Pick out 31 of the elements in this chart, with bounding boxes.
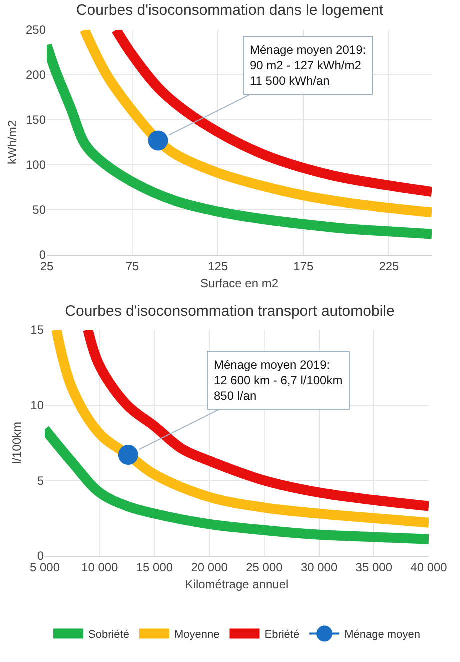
y-axis-title: kWh/m2 [5, 120, 20, 165]
x-tick-label: 30 000 [300, 560, 338, 574]
x-axis-title: Surface en m2 [200, 276, 279, 290]
y-tick-label: 50 [32, 203, 46, 218]
y-tick-label: 5 [37, 474, 44, 488]
x-tick-label: 35 000 [356, 560, 393, 574]
chart-title: Courbes d'isoconsommation dans le logement [76, 2, 384, 19]
y-tick-label: 10 [30, 398, 44, 413]
y-axis-title: l/100km [10, 422, 24, 464]
legend-label: Sobriété [88, 629, 130, 642]
legend-label: Ebriété [264, 629, 300, 642]
y-tick-label: 150 [26, 113, 46, 128]
annotation: Ménage moyen 2019: 12 600 km - 6,7 l/100km 850 l/an [214, 358, 343, 404]
legend-label: Moyenne [174, 629, 220, 642]
x-tick-label: 175 [294, 259, 314, 274]
x-axis-title: Kilométrage annuel [185, 577, 289, 592]
x-tick-label: 40 000 [410, 560, 448, 574]
y-tick-label: 100 [26, 158, 46, 172]
legend-label: Ménage moyen [344, 629, 420, 642]
x-tick-label: 15 000 [136, 560, 174, 574]
y-tick-label: 200 [26, 68, 46, 82]
x-tick-label: 225 [379, 259, 400, 274]
x-tick-label: 75 [126, 259, 140, 274]
chart-title: Courbes d'isoconsommation transport automobile [65, 302, 395, 320]
annotation: Ménage moyen 2019: 90 m2 - 127 kWh/m2 11 500 kWh/an [250, 43, 366, 88]
x-tick-label: 10 000 [82, 560, 119, 574]
y-tick-label: 250 [26, 23, 46, 38]
x-tick-label: 20 000 [191, 560, 228, 574]
x-tick-label: 125 [208, 259, 228, 274]
x-tick-label: 25 000 [246, 560, 284, 574]
y-tick-label: 15 [30, 323, 44, 338]
